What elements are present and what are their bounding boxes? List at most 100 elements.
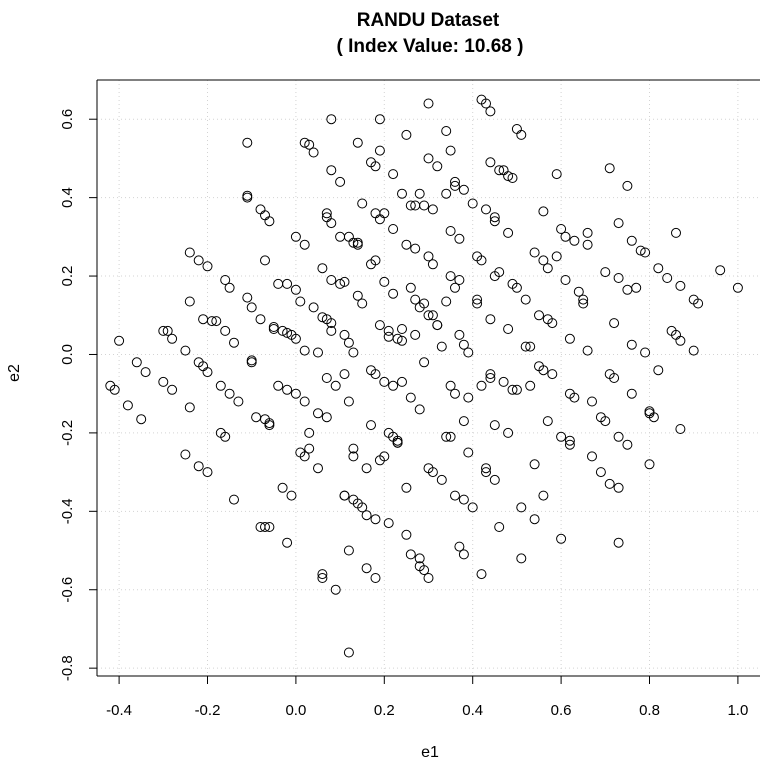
- data-point-312: [626, 339, 637, 350]
- data-point-123: [357, 198, 368, 209]
- data-point-76: [304, 139, 315, 150]
- data-point-260: [525, 341, 536, 352]
- data-point-102: [339, 276, 350, 287]
- data-point-34: [224, 388, 235, 399]
- data-point-291: [582, 345, 593, 356]
- data-point-209: [454, 233, 465, 244]
- data-point-278: [556, 431, 567, 442]
- data-point-67: [290, 284, 301, 295]
- data-point-138: [374, 214, 385, 225]
- data-point-118: [352, 290, 363, 301]
- data-point-188: [427, 259, 438, 270]
- data-point-51: [264, 420, 275, 431]
- y-tick-label-3: -0.2: [59, 420, 76, 446]
- data-point-163: [401, 129, 412, 140]
- data-point-171: [410, 243, 421, 254]
- data-point-30: [224, 282, 235, 293]
- data-point-337: [317, 569, 328, 580]
- data-point-168: [410, 329, 421, 340]
- data-point-10: [167, 333, 178, 344]
- data-point-97: [330, 380, 341, 391]
- x-tick-label-7: 1.0: [727, 702, 748, 719]
- data-point-47: [264, 216, 275, 227]
- x-tick-label-6: 0.8: [639, 702, 660, 719]
- data-point-204: [450, 282, 460, 293]
- data-point-250: [507, 173, 518, 183]
- data-point-159: [397, 188, 407, 199]
- chart-title: RANDU Dataset: [357, 10, 500, 31]
- data-point-151: [388, 380, 399, 391]
- data-point-329: [675, 335, 686, 346]
- data-point-230: [481, 467, 491, 478]
- data-point-314: [631, 282, 642, 293]
- data-point-267: [538, 255, 549, 266]
- data-point-87: [321, 212, 332, 223]
- data-point-346: [374, 145, 385, 156]
- data-point-231: [485, 314, 496, 325]
- data-point-211: [454, 541, 465, 552]
- data-point-142: [379, 376, 390, 387]
- data-point-167: [405, 549, 416, 560]
- data-point-256: [516, 502, 527, 513]
- data-point-86: [321, 208, 332, 219]
- data-point-222: [472, 294, 483, 305]
- data-point-59: [277, 325, 288, 336]
- data-point-338: [255, 522, 266, 532]
- data-point-259: [520, 294, 531, 305]
- data-point-182: [423, 251, 434, 262]
- data-point-322: [653, 263, 664, 274]
- data-point-43: [251, 412, 262, 423]
- data-point-44: [255, 204, 266, 215]
- data-point-11: [167, 384, 178, 395]
- data-point-57: [273, 380, 284, 391]
- data-point-297: [600, 416, 611, 427]
- data-point-298: [604, 163, 615, 174]
- data-point-193: [432, 320, 443, 331]
- data-point-149: [388, 224, 399, 234]
- data-point-300: [604, 478, 615, 489]
- data-point-178: [419, 200, 430, 211]
- data-point-1: [109, 384, 120, 395]
- data-point-232: [485, 106, 496, 117]
- data-point-69: [290, 388, 301, 399]
- data-point-36: [242, 292, 253, 303]
- x-tick-label-1: -0.2: [195, 702, 221, 719]
- data-point-28: [220, 431, 231, 442]
- data-point-181: [423, 153, 434, 164]
- data-point-304: [613, 273, 624, 283]
- data-point-79: [308, 302, 319, 313]
- data-point-37: [242, 137, 253, 148]
- data-point-157: [397, 335, 407, 346]
- data-point-347: [582, 227, 593, 238]
- data-point-179: [419, 298, 430, 309]
- data-point-31: [220, 325, 231, 336]
- data-point-277: [556, 224, 567, 234]
- data-point-132: [370, 208, 381, 219]
- x-tick-label-5: 0.6: [551, 702, 572, 719]
- data-point-252: [511, 124, 522, 134]
- data-point-330: [675, 424, 686, 434]
- data-point-243: [494, 267, 505, 278]
- data-point-202: [445, 380, 456, 391]
- data-point-62: [282, 537, 293, 548]
- data-point-217: [463, 392, 474, 403]
- data-point-121: [357, 502, 368, 513]
- data-point-236: [489, 474, 500, 485]
- data-point-112: [348, 347, 359, 358]
- data-point-273: [547, 318, 558, 329]
- data-point-117: [352, 239, 363, 250]
- data-point-29: [220, 275, 231, 285]
- data-point-5: [136, 414, 147, 425]
- data-point-238: [489, 212, 500, 223]
- data-point-141: [379, 276, 390, 287]
- data-point-75: [299, 137, 310, 148]
- data-point-342: [374, 455, 385, 466]
- data-point-180: [419, 565, 430, 576]
- data-point-207: [450, 180, 460, 191]
- y-tick-label-6: 0.4: [59, 187, 76, 208]
- data-point-269: [538, 365, 549, 376]
- data-point-343: [304, 427, 315, 438]
- x-tick-label-2: 0.0: [285, 702, 306, 719]
- data-point-135: [370, 573, 381, 583]
